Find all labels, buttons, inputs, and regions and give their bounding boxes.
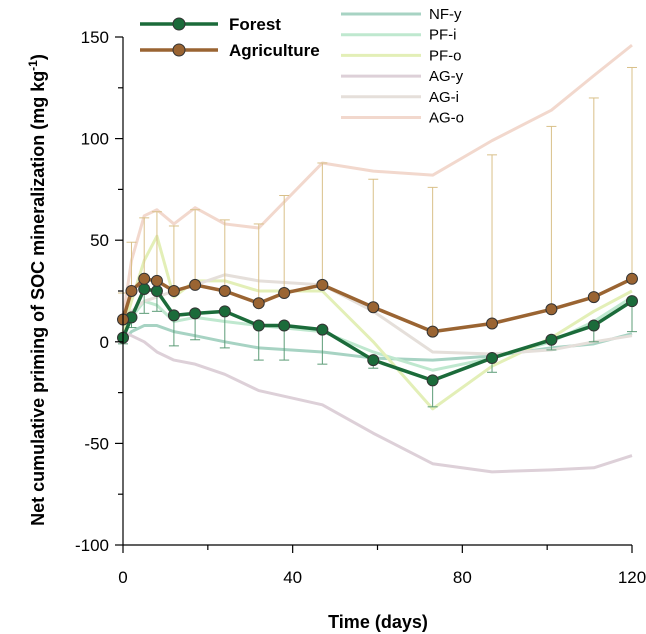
y-tick-label: -50 [84,434,109,453]
x-tick-label: 80 [453,568,472,587]
series-line-ag-o [121,43,633,318]
legend-label-pf-i: PF-i [429,27,457,44]
point-agriculture-9 [316,278,329,291]
point-agriculture-6 [218,285,231,297]
point-agriculture-10 [367,301,380,314]
series-line-agriculture [121,277,633,334]
point-agriculture-4 [167,285,180,297]
legend-label-forest: Forest [229,15,281,34]
point-agriculture-5 [189,278,202,291]
point-agriculture-2 [138,272,151,285]
x-axis-title: Time (days) [328,612,428,632]
x-tick-label: 0 [118,568,127,587]
y-axis-title: Net cumulative priming of SOC mineraliza… [26,54,48,526]
point-forest-15 [626,295,638,308]
point-forest-8 [278,319,291,332]
legend-label-ag-y: AG-y [429,68,464,85]
point-forest-14 [587,319,600,332]
point-agriculture-1 [125,285,138,297]
y-axis-title-main: Net cumulative priming of SOC mineraliza… [28,71,48,526]
point-forest-13 [545,333,558,346]
point-forest-3 [150,285,163,297]
point-agriculture-15 [626,272,638,285]
y-tick-label: 50 [90,231,109,250]
legend-label-nf-y: NF-y [429,6,462,23]
axes: -100 -50 0 50 100 150 0 40 80 120 [75,28,646,587]
main-series-lines [117,272,638,387]
point-forest-6 [218,305,231,318]
y-tick-label: 150 [81,28,109,47]
y-axis-title-sup: -1 [26,60,40,71]
legend-label-ag-i: AG-i [429,89,459,106]
legend-marker-agriculture [172,43,186,57]
y-tick-label: 0 [100,333,109,352]
y-tick-label: -100 [75,536,109,555]
point-forest-9 [316,323,329,336]
point-forest-11 [426,374,439,387]
series-line-ag-y [122,330,633,474]
series-line-forest [121,287,633,383]
point-agriculture-12 [486,317,499,330]
point-forest-4 [167,309,180,322]
legend-label-agriculture: Agriculture [229,41,320,60]
legend-marker-forest [172,17,186,31]
x-tick-label: 120 [618,568,646,587]
point-agriculture-14 [587,291,600,304]
point-forest-7 [252,319,265,332]
point-agriculture-3 [150,274,163,287]
point-agriculture-8 [278,287,291,300]
point-forest-12 [486,352,499,365]
y-axis-title-end: ) [28,54,48,60]
thin-series-lines [121,43,633,474]
x-tick-label: 40 [283,568,302,587]
point-forest-10 [367,354,380,367]
legend: Forest Agriculture NF-y PF-i PF-o AG-y AG-i AG-… [140,6,464,127]
series-line-pf-o [121,234,633,411]
legend-label-ag-o: AG-o [429,110,464,127]
point-agriculture-11 [426,325,439,338]
error-bars [118,66,637,408]
point-forest-2 [138,282,151,295]
y-tick-label: 100 [81,130,109,149]
point-agriculture-13 [545,303,558,316]
point-agriculture-7 [252,297,265,310]
legend-label-pf-o: PF-o [429,47,462,64]
point-forest-5 [189,307,202,320]
